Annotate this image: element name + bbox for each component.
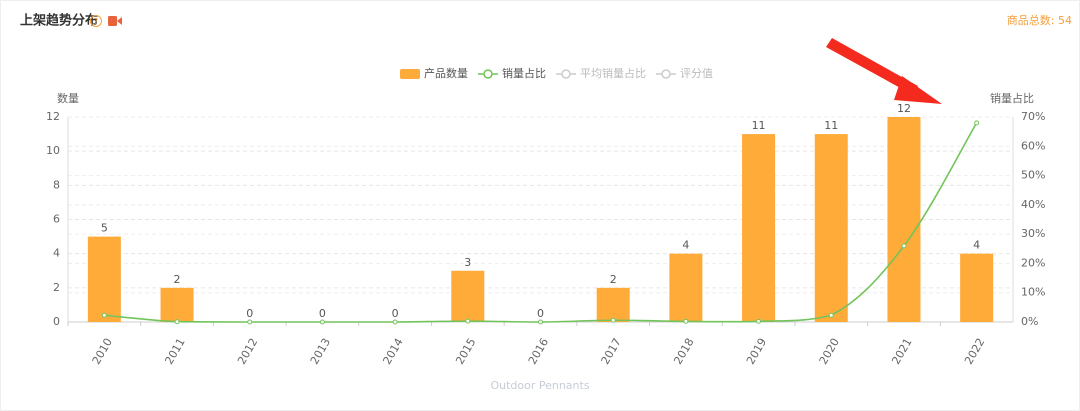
bar-value-label: 0 [319,307,326,320]
y2-tick-label: 60% [1021,139,1045,152]
y2-tick-label: 70% [1021,110,1045,123]
bar-value-label: 11 [752,119,766,132]
bar-value-label: 2 [610,273,617,286]
chart-title: 上架趋势分布 [20,13,98,29]
bar-value-label: 3 [464,256,471,269]
line-point [392,319,398,325]
line-point [465,318,471,324]
bar-value-label: 0 [246,307,253,320]
y-tick-label: 0 [53,315,60,328]
legend-label: 销量占比 [502,66,546,80]
bar [669,253,703,322]
line-point [756,318,762,324]
total-count: 商品总数: 54 [1007,13,1072,27]
legend-label-swatch-dot [483,69,493,79]
y-tick-label: 2 [53,281,60,294]
y-tick-label: 12 [46,110,60,123]
y-tick-label: 10 [46,144,60,157]
legend-label-inactive-swatch-dot [661,69,671,79]
line-point [247,319,253,325]
legend-label-inactive-swatch-dot [561,69,571,79]
arrow-shaft [826,38,918,95]
bar [742,134,776,322]
bar [814,134,848,322]
y2-tick-label: 10% [1021,286,1045,299]
line-point [538,319,543,325]
bar-value-label: 12 [897,102,911,115]
help-icon[interactable] [90,15,102,27]
bar-value-label: 0 [537,307,544,320]
y2-axis-title: 销量占比 [990,91,1034,105]
arrow-head [894,76,942,104]
y-axis-title: 数量 [57,92,79,105]
bar [87,236,121,322]
video-icon[interactable] [108,16,117,26]
y2-tick-label: 50% [1021,169,1045,182]
bar-value-label: 4 [973,239,980,252]
line-point [901,243,907,249]
line-point [683,318,689,324]
video-icon-lens [117,17,122,25]
bar [451,270,485,322]
annotation-arrow [826,38,942,104]
x-axis-title: Outdoor Pennants [490,379,589,392]
legend-label: 产品数量 [424,66,468,80]
y-tick-label: 8 [53,178,60,191]
y2-tick-label: 40% [1021,198,1045,211]
bar-value-label: 0 [392,307,399,320]
legend-label-inactive: 平均销量占比 [580,66,646,80]
bar [960,253,994,322]
y-tick-label: 4 [53,247,60,260]
y2-tick-label: 20% [1021,256,1045,269]
line-point [610,317,616,323]
y2-tick-label: 30% [1021,227,1045,240]
line-point [101,312,107,318]
bar-value-label: 11 [824,119,838,132]
y2-tick-label: 0% [1021,315,1038,328]
legend-swatch [400,69,420,79]
bar-value-label: 2 [174,273,181,286]
bar [160,287,194,322]
bar [596,287,630,322]
line-point [974,120,980,126]
line-point [319,319,325,325]
line-point [828,312,834,318]
bar [887,117,921,322]
bar-value-label: 5 [101,222,108,235]
help-icon-glyph: ? [94,17,98,26]
y-tick-label: 6 [53,213,60,226]
legend-label-inactive: 评分值 [680,67,713,80]
line-point [174,319,180,325]
bar-value-label: 4 [682,239,689,252]
